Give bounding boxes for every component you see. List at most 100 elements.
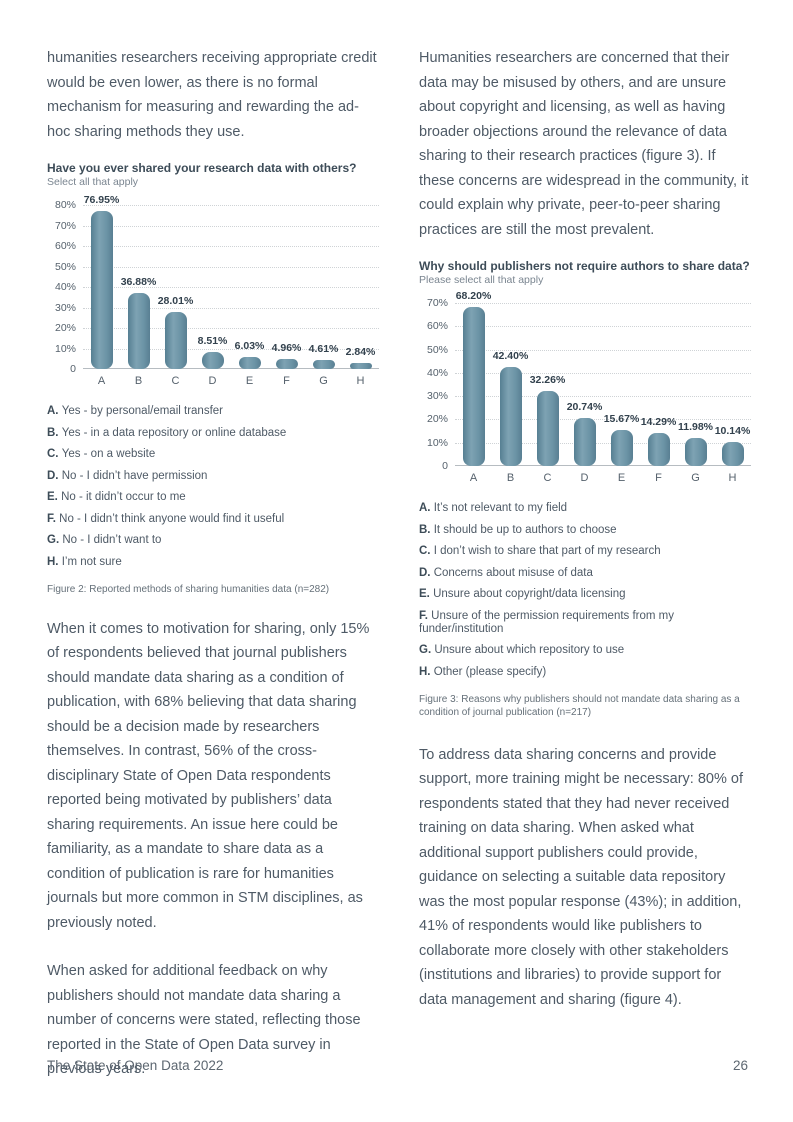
bar-H (721, 442, 744, 466)
legend-text: No - I didn’t think anyone would find it… (59, 512, 285, 525)
figure-2: Have you ever shared your research data … (47, 161, 379, 596)
bar-value-label: 11.98% (677, 421, 714, 434)
figure-3: Why should publishers not require author… (419, 259, 751, 719)
gridline (83, 205, 379, 206)
legend-text: Yes - on a website (61, 448, 156, 460)
legend-item-d: D. Concerns about misuse of data (419, 567, 751, 580)
figure-2-bar-chart: 80% 70% 60% 50% 40% 30% 20% 10% 0 76.95% 36.88% 28.… (47, 194, 379, 391)
legend-key: G. (47, 534, 63, 546)
legend-item-e: E. Unsure about copyright/data licensing (419, 588, 751, 601)
y-axis-tick-label: 0 (442, 460, 448, 472)
paragraph-credit: humanities researchers receiving appropr… (47, 50, 377, 140)
x-axis-category-label: E (245, 375, 254, 387)
gridline (83, 307, 379, 309)
left-column: humanities researchers receiving appropr… (47, 46, 379, 1082)
x-axis-category-label: G (691, 472, 700, 484)
legend-item-g: G. No - I didn’t want to (47, 534, 379, 547)
gridline (83, 287, 379, 288)
legend-item-c: C. I don’t wish to share that part of my… (419, 545, 751, 558)
bar-value-label: 14.29% (640, 415, 677, 428)
bar-slot: 68.20% (455, 290, 492, 466)
bar-C (164, 311, 187, 369)
y-axis-tick-label: 40% (426, 366, 448, 379)
plot-area: 70% 60% 50% 40% 30% 20% 10% 0 68.20% 42.40% 32.26%… (427, 290, 751, 472)
x-axis-category-label: H (356, 375, 365, 387)
figure-3-bar-chart: 70% 60% 50% 40% 30% 20% 10% 0 68.20% 42.40% 32.26%… (419, 290, 751, 488)
legend-text: Unsure about copyright/data licensing (433, 588, 626, 600)
legend-item-g: G. Unsure about which repository to use (419, 644, 751, 657)
legend-text: No - I didn’t want to (62, 534, 162, 546)
x-axis-labels: A B C D E F G H (455, 472, 751, 488)
bar-G (684, 438, 707, 466)
legend-item-a: A. It’s not relevant to my field (419, 502, 751, 515)
y-axis-tick-label: 40% (54, 281, 76, 293)
y-axis-tick-label: 30% (426, 390, 448, 403)
bar-B (499, 367, 522, 466)
x-axis-category-label: E (617, 472, 626, 484)
legend-text: It’s not relevant to my field (433, 502, 568, 514)
gridline (455, 372, 751, 374)
bar-D (573, 417, 596, 466)
gridline (83, 266, 379, 268)
y-axis-tick-label: 30% (54, 301, 76, 314)
bar-value-label: 15.67% (603, 412, 640, 425)
page-number: 26 (732, 1058, 748, 1073)
x-axis-category-label: A (97, 375, 106, 387)
bar-A (462, 307, 485, 466)
gridline (455, 442, 751, 444)
bar-slot: 6.03% (231, 205, 268, 369)
bar-value-label: 28.01% (157, 294, 194, 307)
x-axis-category-label: A (469, 472, 478, 484)
legend-item-d: D. No - I didn’t have permission (47, 470, 379, 483)
bar-slot: 8.51% (194, 205, 231, 369)
y-axis-tick-label: 50% (54, 260, 76, 273)
legend-item-c: C. Yes - on a website (47, 448, 379, 461)
legend-text: Yes - by personal/email transfer (61, 405, 223, 417)
bar-value-label: 10.14% (714, 425, 751, 438)
bar-slot: 10.14% (714, 303, 751, 466)
page-footer: The State of Open Data 2022 26 (47, 1058, 748, 1073)
legend-key: B. (47, 426, 62, 439)
plot-area: 80% 70% 60% 50% 40% 30% 20% 10% 0 76.95% 36.88% 28.… (55, 194, 379, 375)
legend-key: B. (419, 523, 434, 536)
gridline (455, 419, 751, 421)
legend-text: No - I didn’t have permission (61, 469, 208, 482)
legend-item-e: E. No - it didn’t occur to me (47, 491, 379, 504)
bar-value-label: 76.95% (83, 194, 120, 207)
y-axis-tick-label: 80% (54, 199, 76, 211)
x-axis-category-label: C (543, 472, 552, 484)
bar-value-label: 68.20% (455, 290, 492, 303)
x-axis-category-label: D (208, 375, 217, 387)
y-axis-tick-label: 0 (70, 363, 76, 375)
y-axis-tick-label: 20% (426, 413, 448, 426)
figure-2-subtitle: Select all that apply (47, 176, 139, 188)
figure-3-subtitle: Please select all that apply (419, 274, 544, 286)
x-axis-labels: A B C D E F G H (83, 375, 379, 391)
bar-value-label: 36.88% (120, 276, 157, 289)
legend-item-b: B. It should be up to authors to choose (419, 524, 751, 537)
y-axis-tick-label: 50% (426, 343, 448, 356)
right-column: Humanities researchers are concerned tha… (419, 46, 751, 1082)
bar-slot: 42.40% (492, 303, 529, 466)
legend-item-h: H. Other (please specify) (419, 666, 751, 679)
bar-D (201, 351, 224, 369)
figure-2-title: Have you ever shared your research data … (47, 161, 357, 175)
legend-item-f: F. Unsure of the permission requirements… (419, 610, 751, 636)
bar-slot: 11.98% (677, 303, 714, 466)
bar-value-label: 42.40% (492, 350, 529, 363)
legend-text: Unsure about which repository to use (434, 644, 625, 656)
paragraph-concerns: Humanities researchers are concerned tha… (419, 50, 749, 238)
bar-value-label: 6.03% (234, 339, 265, 352)
legend-text: I’m not sure (61, 555, 122, 568)
figure-2-caption: Figure 2: Reported methods of sharing hu… (47, 583, 330, 595)
legend-key: D. (419, 566, 434, 579)
bar-slot: 20.74% (566, 303, 603, 466)
bar-E (238, 356, 261, 369)
gridline (83, 348, 379, 350)
y-axis-tick-label: 70% (54, 219, 76, 232)
x-axis-category-label: G (319, 375, 328, 387)
footer-report-title: The State of Open Data 2022 (47, 1058, 224, 1073)
y-axis-tick-label: 70% (426, 297, 448, 309)
bar-value-label: 4.61% (308, 342, 339, 355)
legend-key: F. (419, 609, 432, 622)
